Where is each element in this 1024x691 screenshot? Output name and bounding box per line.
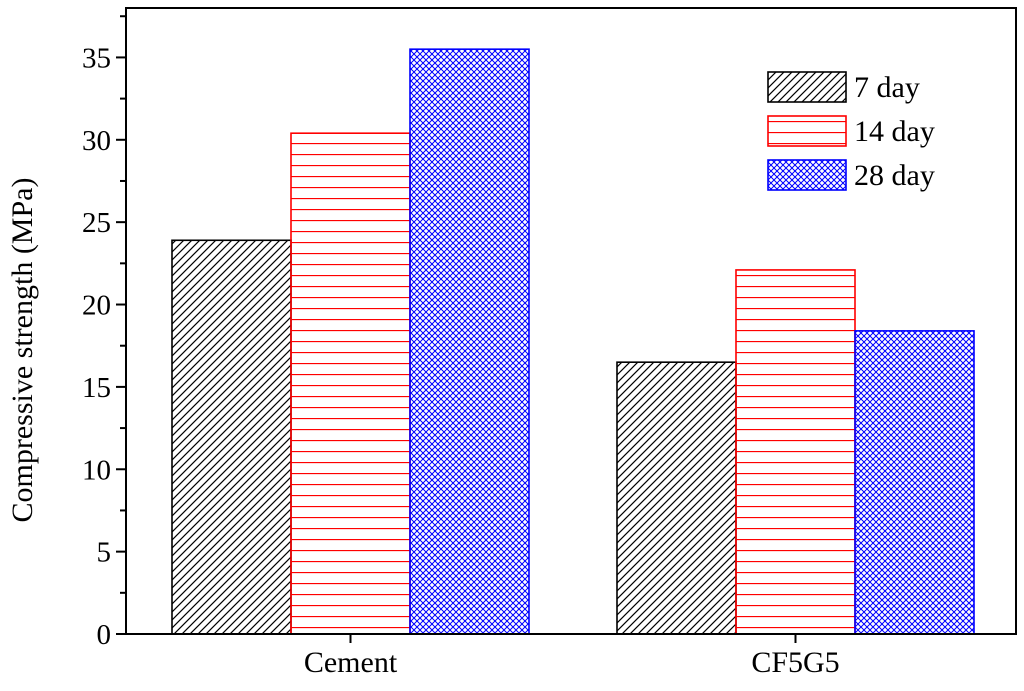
y-tick-label: 20	[82, 290, 111, 322]
bars-layer	[171, 48, 975, 635]
bar-7-day-cf5g5	[616, 361, 737, 635]
legend-label: 28 day	[854, 159, 935, 192]
y-axis-label: Compressive strength (MPa)	[6, 178, 39, 523]
axes-layer: Cement CF5G5 0 5 10 15 20 25 30 35	[82, 7, 1017, 679]
legend-swatch	[767, 159, 847, 191]
y-tick-label: 15	[82, 372, 111, 404]
bar-7-day-cement	[171, 239, 292, 635]
y-tick-label: 30	[82, 125, 111, 157]
y-tick-label: 25	[82, 207, 111, 239]
bar-28-day-cement	[409, 48, 530, 635]
bar-14-day-cement	[290, 132, 411, 635]
legend-swatch	[767, 115, 847, 147]
y-tick-label: 5	[97, 537, 112, 569]
y-tick-label: 10	[82, 454, 111, 486]
legend-label: 14 day	[854, 115, 935, 148]
x-tick-label: CF5G5	[751, 646, 839, 679]
y-tick-label: 35	[82, 42, 111, 74]
legend: 7 day 14 day 28 day	[767, 71, 935, 192]
plot-frame	[125, 7, 1017, 635]
legend-swatch	[767, 71, 847, 103]
bar-14-day-cf5g5	[735, 269, 856, 635]
x-tick-label: Cement	[304, 646, 398, 679]
legend-label: 7 day	[854, 71, 920, 104]
y-tick-label: 0	[97, 619, 112, 651]
bar-28-day-cf5g5	[854, 330, 975, 635]
